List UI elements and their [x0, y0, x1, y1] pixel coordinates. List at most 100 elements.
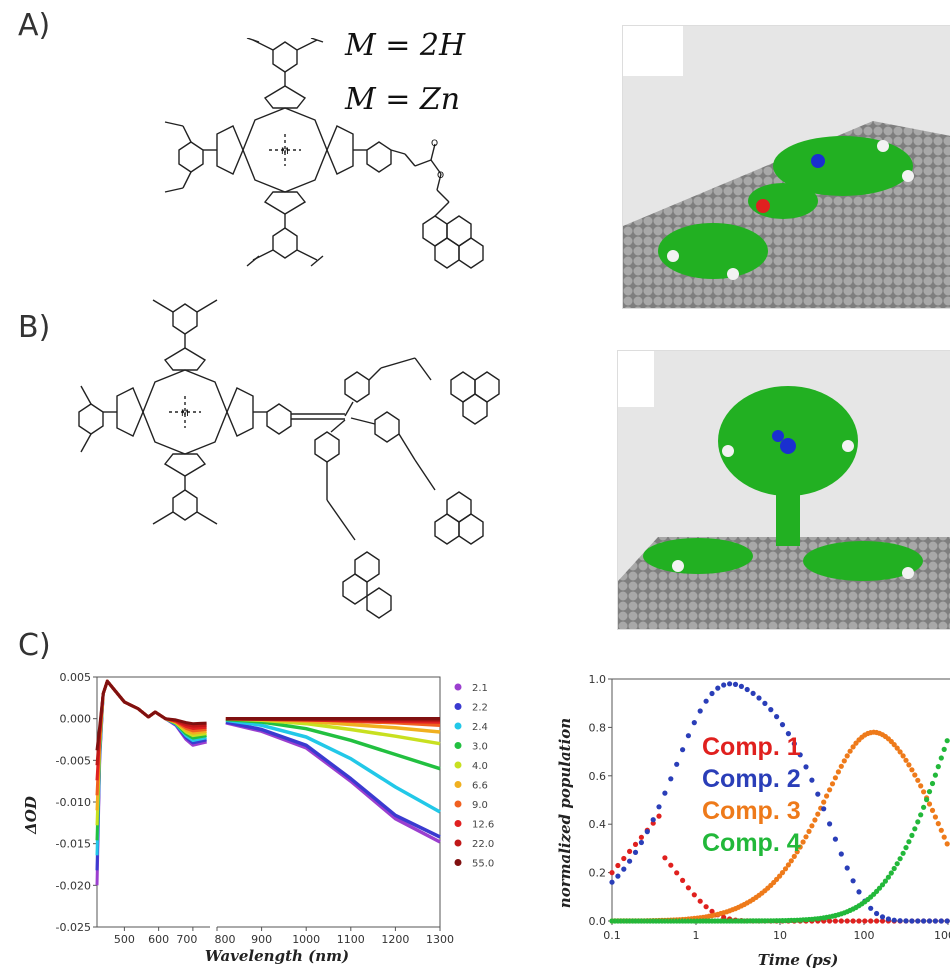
chart1-axis-break: [210, 921, 217, 933]
molecule-b-structure: M: [78, 299, 500, 619]
chart2-point-4: [918, 812, 924, 818]
chart2-point-3: [827, 787, 833, 793]
chart1-ytick-label: -0.005: [56, 754, 91, 767]
chart2-point-1: [656, 813, 662, 819]
chart2-point-3: [832, 775, 838, 781]
chart2-point-2: [715, 685, 721, 691]
chart2-point-3: [906, 762, 912, 768]
chart2-point-2: [838, 851, 844, 857]
chart2-point-3: [821, 799, 827, 805]
chart2-point-3: [791, 853, 797, 859]
chart2-point-2: [897, 918, 903, 924]
chart2-point-2: [750, 690, 756, 696]
chart2-point-3: [809, 823, 815, 829]
chart2-point-2: [797, 752, 803, 758]
chart2-point-3: [844, 753, 850, 759]
panel-label-a: A): [18, 8, 51, 43]
chart2-point-2: [762, 700, 768, 706]
chart2-point-3: [912, 772, 918, 778]
chart1-frame: [96, 676, 441, 928]
chart2-point-2: [727, 681, 733, 687]
chart2-point-1: [838, 918, 844, 924]
chart2-point-3: [921, 789, 927, 795]
chart1-ytick-label: -0.020: [56, 879, 91, 892]
chart2-point-2: [732, 681, 739, 687]
chart2-point-2: [609, 879, 615, 885]
chart1-series-visible-55.0: [95, 679, 207, 751]
chart2-point-4: [932, 772, 938, 778]
chart1-series-nir-2.2: [225, 720, 441, 839]
chart2-point-2: [879, 914, 886, 920]
chart2-ytick-label: 0.2: [589, 867, 607, 880]
chart2-point-3: [897, 749, 903, 755]
chart2-point-3: [918, 783, 924, 789]
chart2-point-1: [680, 877, 686, 883]
chart2-point-2: [874, 910, 880, 917]
chart1-legend-label: 2.4: [472, 722, 488, 733]
chart2-point-2: [915, 918, 921, 924]
chart2-point-1: [856, 918, 862, 924]
chart2-point-3: [938, 827, 944, 833]
chart2-point-1: [874, 918, 880, 924]
chart2-point-2: [756, 695, 762, 701]
chart2-point-2: [638, 839, 644, 846]
chart2-point-2: [850, 878, 856, 884]
chart2-ylabel: normalized population: [556, 718, 574, 908]
panel-label-b: B): [18, 310, 51, 345]
chart1-legend-marker: [454, 683, 462, 691]
chart1-series-visible-2.4: [95, 679, 207, 856]
chart2-point-4: [903, 845, 909, 851]
chart1-legend-marker: [454, 820, 462, 827]
chart2-point-1: [703, 904, 709, 910]
chart2-xtick-label: 10: [773, 929, 787, 942]
chart1-xtick-label: 700: [176, 933, 197, 946]
chart2-point-2: [668, 776, 674, 782]
chart2-point-3: [782, 866, 789, 872]
adsorbed-molecule-a: [658, 136, 914, 280]
chart2-xtick-label: 0.1: [603, 929, 621, 942]
chart2-point-2: [744, 686, 750, 693]
chart2-point-3: [929, 807, 936, 813]
chart2-point-3: [941, 834, 947, 840]
chart2-series-label-1: Comp. 1: [702, 733, 801, 761]
chart1-legend-marker: [454, 703, 462, 710]
chart2-point-1: [674, 870, 680, 876]
chart-population-dynamics: 0.1 1 10 100 1000 0.0 0.2 0.4 0.6 0.8 1.0 Comp. 1 C…: [556, 673, 950, 969]
chart2-point-2: [856, 889, 862, 895]
chart2-point-2: [868, 905, 874, 911]
chart2-point-3: [812, 817, 818, 823]
chart2-point-1: [850, 918, 856, 924]
chart2-point-4: [891, 865, 897, 872]
chart2-point-1: [627, 848, 633, 854]
chart1-legend-marker: [454, 839, 462, 847]
chart2-point-1: [721, 914, 727, 920]
panel-label-c: C): [18, 628, 51, 663]
chart1-legend-label: 4.0: [472, 761, 488, 772]
chart1-ytick-label: 0.005: [60, 671, 92, 684]
chart1-xtick-label: 1000: [292, 933, 320, 946]
chart1-legend-marker: [454, 859, 462, 866]
oxygen-label-a2: O: [437, 171, 444, 181]
surface-render-a: [622, 25, 950, 309]
chart1-legend-label: 12.6: [472, 820, 494, 831]
chart-transient-spectra: 500 600 700 800 900 1000 1100 1200 1300 0.005 0.00…: [22, 671, 494, 965]
chart2-point-3: [806, 828, 812, 834]
chart2-point-4: [912, 826, 918, 832]
chart2-series-label-2: Comp. 2: [702, 765, 801, 793]
metal-label-b: M: [181, 409, 189, 419]
chart2-point-4: [900, 850, 906, 856]
chart2-point-4: [882, 878, 888, 884]
chart2-point-2: [932, 918, 938, 924]
chart2-point-2: [791, 741, 797, 747]
chart2-xlabel: Time (ps): [758, 951, 839, 969]
chart2-point-3: [850, 744, 856, 750]
chart2-point-3: [777, 873, 783, 879]
chart2-point-4: [924, 797, 930, 803]
chart1-series-nir-2.1: [225, 721, 441, 844]
chart2-point-1: [709, 908, 715, 914]
equation-m-2h: M = 2H: [345, 28, 466, 63]
chart2-ytick-label: 1.0: [589, 673, 607, 686]
chart2-point-3: [788, 858, 794, 864]
chart2-point-2: [656, 804, 662, 810]
chart2-point-2: [944, 918, 950, 924]
